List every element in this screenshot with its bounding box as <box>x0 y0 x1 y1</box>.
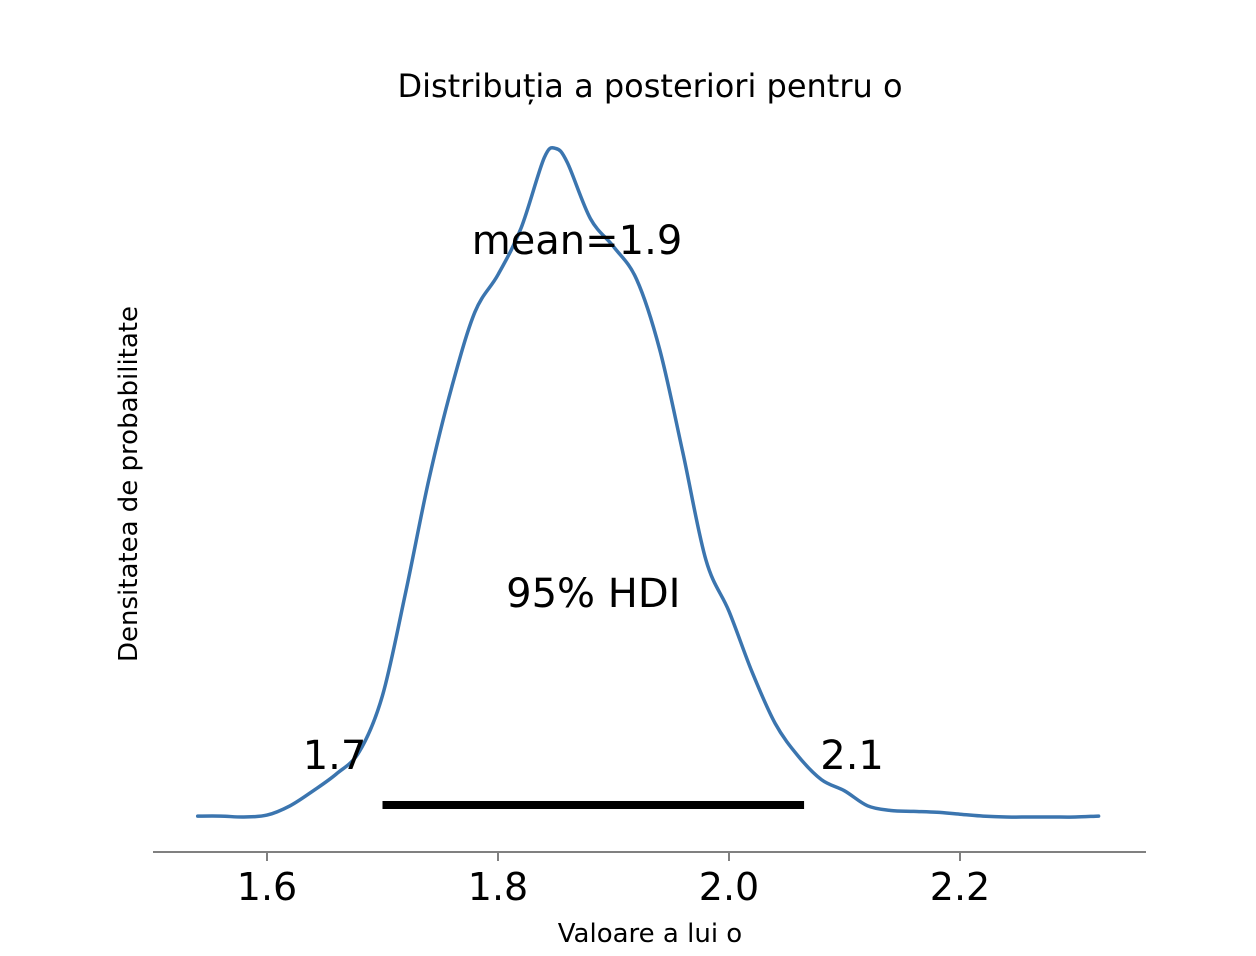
x-tick-label: 2.2 <box>930 865 990 909</box>
x-ticks: 1.6 1.8 2.0 2.2 <box>237 852 990 909</box>
x-tick-label: 2.0 <box>699 865 759 909</box>
density-curve <box>195 145 1101 819</box>
y-axis-label: Densitatea de probabilitate <box>114 306 144 662</box>
x-axis-label: Valoare a lui o <box>558 919 742 949</box>
hdi-upper-label: 2.1 <box>820 733 884 779</box>
x-tick-label: 1.6 <box>237 865 297 909</box>
x-tick-label: 1.8 <box>468 865 528 909</box>
mean-label: mean=1.9 <box>472 218 683 264</box>
hdi-label: 95% HDI <box>506 571 680 617</box>
hdi-lower-label: 1.7 <box>303 733 367 779</box>
chart-title: Distribuția a posteriori pentru o <box>397 67 902 105</box>
